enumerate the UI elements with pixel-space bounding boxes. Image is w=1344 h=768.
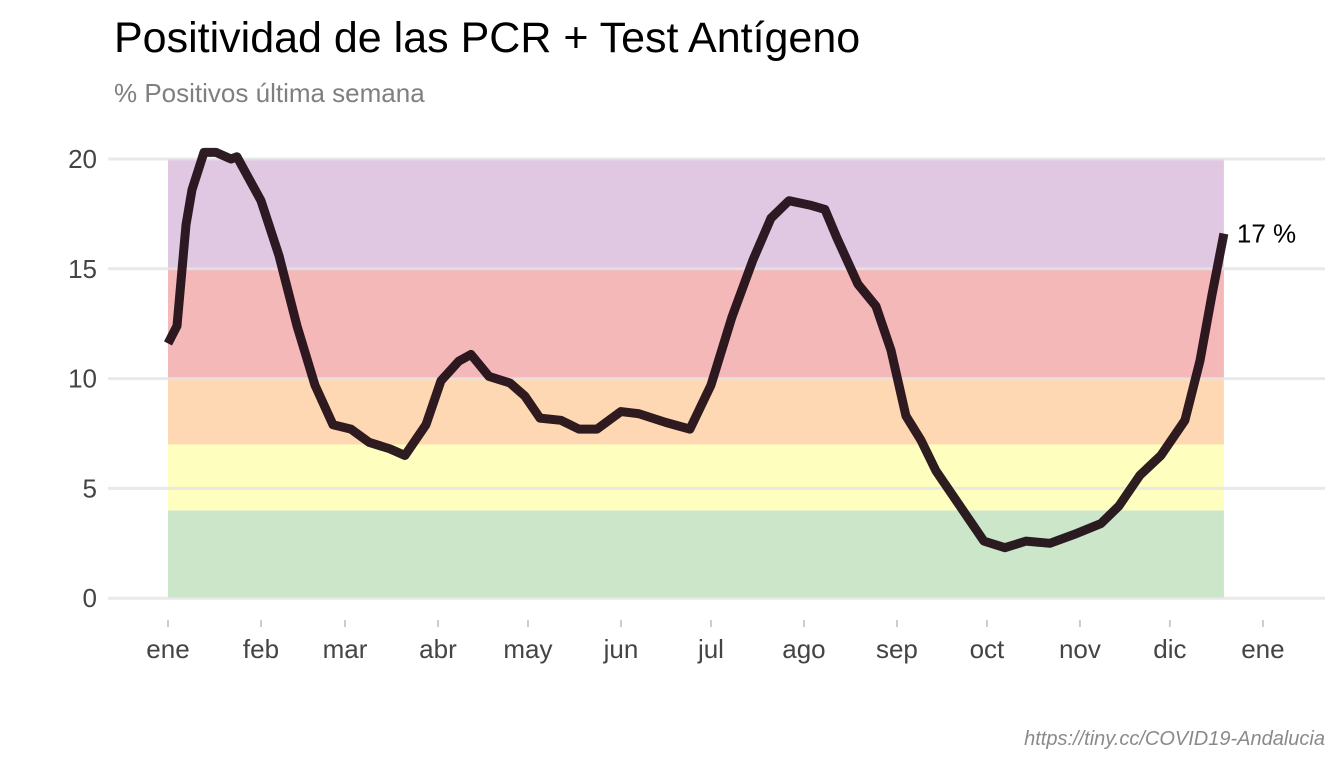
band — [167, 158, 1224, 269]
x-tick-label: ene — [146, 634, 189, 664]
value-label: 17 % — [1237, 219, 1296, 249]
y-tick-label: 0 — [83, 583, 97, 613]
band — [167, 510, 1224, 599]
band — [167, 268, 1224, 379]
x-tick-label: ene — [1241, 634, 1284, 664]
x-tick-label: dic — [1153, 634, 1186, 664]
x-tick-label: may — [503, 634, 552, 664]
band — [167, 444, 1224, 511]
x-tick-label: mar — [323, 634, 368, 664]
x-tick-label: jul — [697, 634, 724, 664]
x-tick-label: abr — [419, 634, 457, 664]
x-tick-label: feb — [243, 634, 279, 664]
chart-title: Positividad de las PCR + Test Antígeno — [114, 14, 860, 62]
source: https://tiny.cc/COVID19-Andalucia — [1024, 728, 1325, 750]
x-tick-label: sep — [876, 634, 918, 664]
y-tick-label: 20 — [68, 144, 97, 174]
y-tick-label: 15 — [68, 254, 97, 284]
y-tick-label: 5 — [83, 473, 97, 503]
line — [163, 147, 1229, 553]
x-tick-label: oct — [970, 634, 1005, 664]
x-tick-label: jun — [603, 634, 639, 664]
x-tick-label: ago — [782, 634, 825, 664]
x-tick-label: nov — [1059, 634, 1101, 664]
y-tick-label: 10 — [68, 364, 97, 394]
chart-subtitle: % Positivos última semana — [114, 78, 425, 108]
